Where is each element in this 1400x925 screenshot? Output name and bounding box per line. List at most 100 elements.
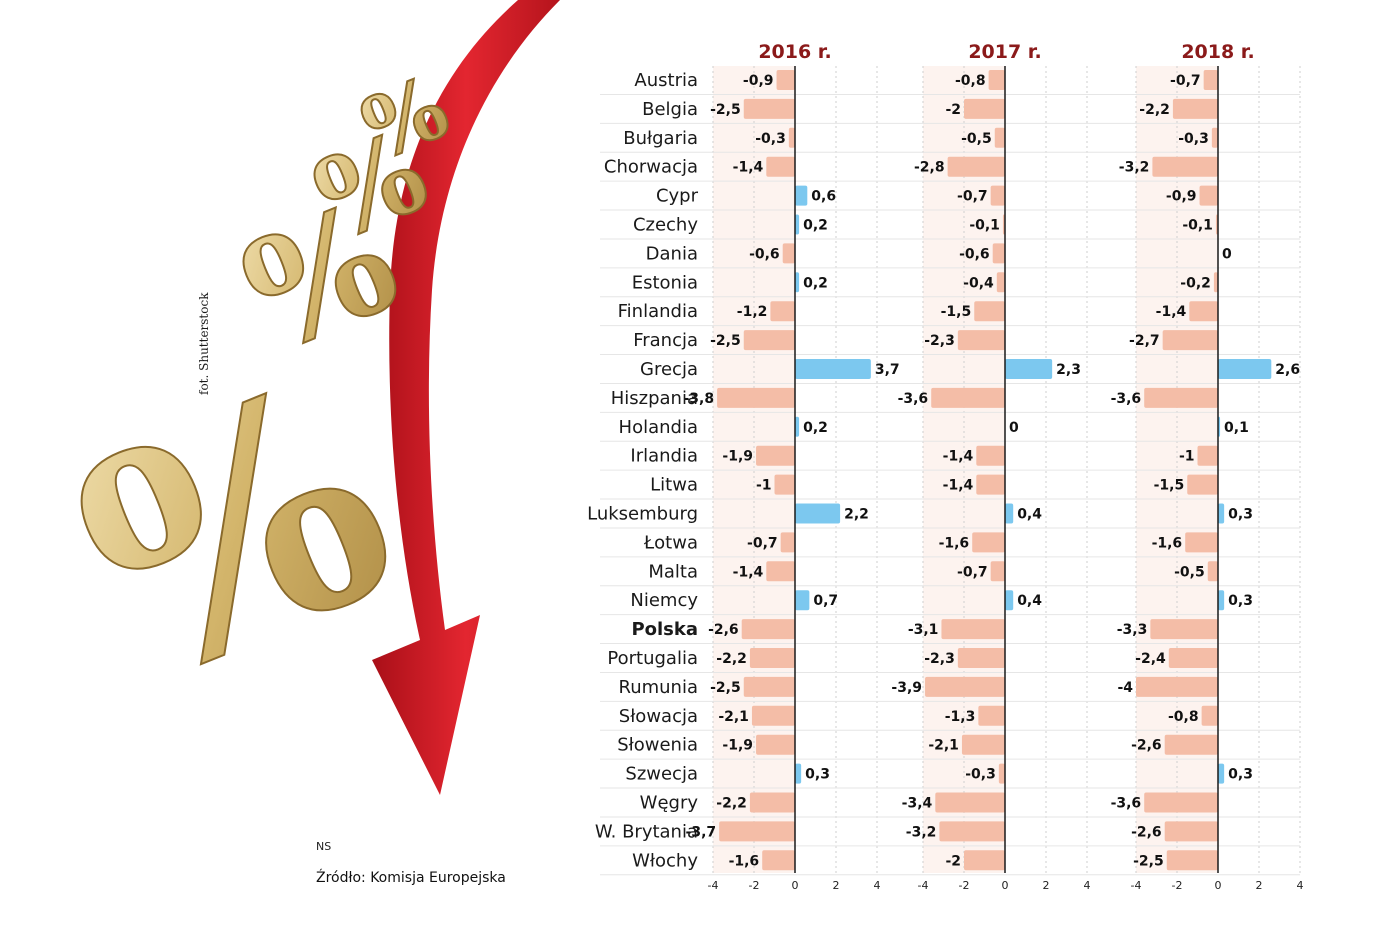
x-tick-label: 2 [833,879,840,892]
data-label: -0,4 [963,275,994,291]
bar [964,850,1005,871]
data-label: -2,1 [718,709,749,725]
data-label: -2,8 [914,160,945,176]
data-label: -2,5 [710,680,741,696]
bar [1218,359,1272,379]
bar [788,127,795,148]
bar [1152,156,1218,177]
source-note: Źródło: Komisja Europejska [316,870,506,886]
bar [756,734,795,755]
category-label: W. Brytania [595,821,698,842]
x-tick-label: -2 [1172,879,1183,892]
data-label: -3,7 [686,824,717,840]
bar [774,474,795,495]
bar [776,70,795,90]
category-label: Luksemburg [587,504,698,525]
bar [1162,330,1218,351]
bar [741,619,795,640]
bar [974,301,1005,322]
category-label: Szwecja [625,764,698,785]
bar [1218,590,1225,611]
bar [996,272,1005,293]
category-label: Polska [631,619,698,640]
bar [1005,503,1014,524]
data-label: 0,2 [803,420,828,436]
down-arrow-icon [372,0,560,795]
data-label: -2,2 [716,796,747,812]
bar [947,156,1005,177]
bar [992,243,1005,264]
bar [743,98,795,119]
data-label: -0,5 [961,131,992,147]
x-tick-label: -4 [1131,879,1142,892]
series-title: 2016 r. [758,41,831,63]
bar [1172,98,1218,119]
data-label: -2 [945,853,961,869]
category-label: Belgia [642,99,698,120]
category-label: Rumunia [619,677,699,698]
category-label: Grecja [640,359,698,380]
data-label: -2,3 [924,651,955,667]
data-label: 2,2 [844,507,869,523]
bar [743,676,795,697]
bar [1185,532,1218,553]
data-label: -1,9 [722,738,753,754]
data-label: -1,2 [737,304,768,320]
data-label: -2,5 [1133,853,1164,869]
data-label: -0,2 [1180,275,1211,291]
data-label: -3,9 [891,680,922,696]
bar [1166,850,1218,871]
data-label: 0,3 [1228,507,1253,523]
data-label: 0 [1009,420,1019,436]
data-label: -0,3 [1178,131,1209,147]
bar [719,821,795,842]
percent-arrow-illustration: % % % % [36,0,560,795]
data-label: -2 [945,102,961,118]
data-label: -2,5 [710,102,741,118]
bar [976,474,1005,495]
data-label: -0,8 [1168,709,1199,725]
category-label: Słowacja [619,706,698,727]
x-tick-label: 4 [1084,879,1091,892]
bar [749,792,795,813]
data-label: 0,1 [1224,420,1249,436]
category-label: Niemcy [630,590,698,611]
bar [795,359,871,379]
data-label: 0,3 [805,767,830,783]
data-label: -0,3 [755,131,786,147]
bar [1218,503,1225,524]
data-label: -1,4 [1156,304,1187,320]
data-label: -4 [1117,680,1133,696]
bar [756,445,795,466]
x-tick-label: 0 [1215,879,1222,892]
data-label: -0,3 [965,767,996,783]
x-tick-label: -2 [959,879,970,892]
data-label: -3,2 [906,824,937,840]
bar [941,619,1005,640]
category-label: Czechy [633,215,698,236]
x-tick-label: -2 [749,879,760,892]
bar [717,387,795,408]
bar [978,705,1005,726]
data-label: -1 [756,478,772,494]
data-label: -2,6 [708,622,739,638]
bar [1197,445,1218,466]
category-label: Francja [633,330,698,351]
data-label: -1 [1179,449,1195,465]
data-label: -2,7 [1129,333,1160,349]
x-tick-label: 2 [1043,879,1050,892]
category-label: Dania [646,243,698,264]
category-label: Cypr [656,186,699,207]
category-label: Łotwa [643,532,698,553]
data-label: -3,2 [1119,160,1150,176]
bar [1211,127,1218,148]
data-label: -0,7 [1170,73,1201,89]
bar [795,763,802,784]
data-label: -1,3 [945,709,976,725]
data-label: -1,5 [1154,478,1185,494]
bar [1144,387,1218,408]
bar [749,648,795,668]
data-label: -2,6 [1131,824,1162,840]
bar [795,416,800,437]
